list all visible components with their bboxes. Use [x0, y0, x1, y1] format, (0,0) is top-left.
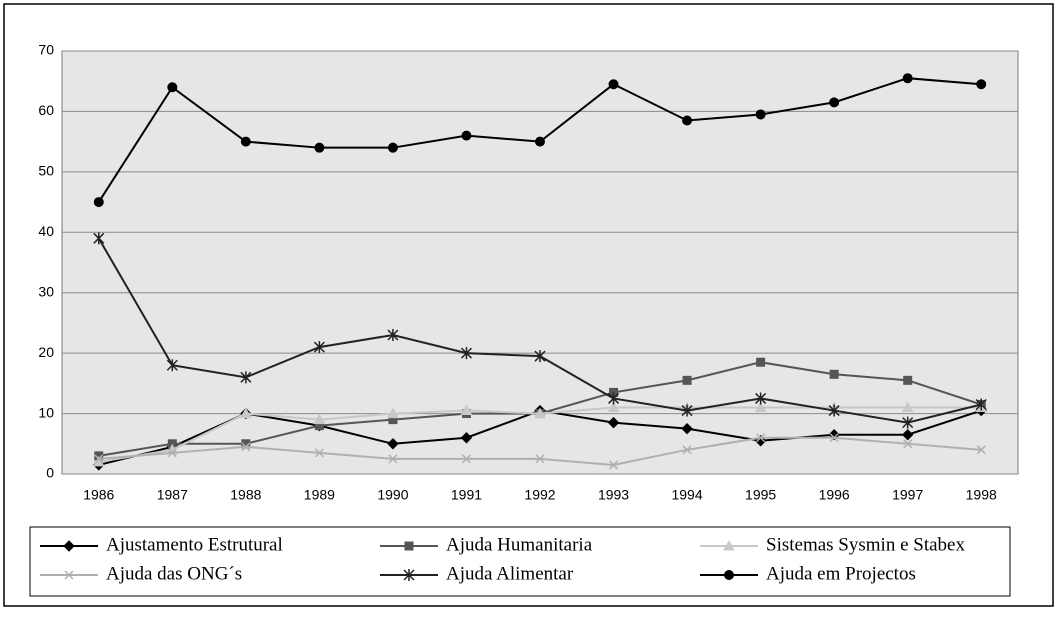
marker [903, 375, 913, 385]
marker [534, 407, 546, 419]
marker [63, 540, 75, 552]
marker [902, 416, 914, 429]
marker [387, 142, 398, 153]
marker [755, 109, 766, 120]
x-tick-label: 1996 [819, 487, 850, 503]
marker [166, 359, 178, 372]
marker [64, 570, 74, 580]
y-tick-label: 70 [38, 42, 54, 58]
marker [607, 416, 620, 429]
marker [756, 357, 766, 367]
marker [901, 429, 914, 441]
marker [534, 350, 546, 363]
x-tick-label: 1991 [451, 487, 482, 503]
marker [976, 445, 986, 455]
marker [313, 341, 325, 354]
y-tick-label: 40 [38, 223, 54, 239]
x-tick-label: 1994 [671, 487, 702, 503]
marker [829, 369, 839, 379]
marker [461, 130, 472, 141]
marker [754, 401, 767, 413]
marker [460, 347, 472, 360]
marker [903, 439, 913, 449]
x-tick-label: 1990 [377, 487, 408, 503]
marker [535, 136, 545, 147]
marker [682, 115, 693, 126]
marker [756, 433, 766, 443]
x-tick-label: 1995 [745, 487, 776, 503]
x-tick-label: 1986 [83, 487, 114, 503]
marker [682, 445, 692, 455]
legend-label: Ajuda das ONG´s [106, 563, 242, 584]
legend: Ajustamento Estrutural Ajuda Humanitaria S… [40, 534, 965, 584]
marker [902, 73, 913, 84]
y-tick-label: 0 [46, 465, 54, 481]
marker [681, 404, 693, 417]
marker [755, 392, 767, 405]
marker [314, 448, 324, 458]
marker [681, 422, 693, 435]
marker [314, 142, 325, 153]
x-tick-label: 1993 [598, 487, 629, 503]
marker [976, 79, 987, 90]
marker [461, 454, 471, 464]
marker [387, 438, 399, 450]
marker [313, 413, 326, 425]
marker [403, 569, 415, 581]
marker [240, 371, 252, 384]
y-tick-label: 30 [38, 283, 54, 299]
marker [608, 79, 619, 90]
y-tick-label: 60 [38, 102, 54, 118]
marker [723, 539, 735, 551]
legend-label: Ajuda em Projectos [766, 563, 916, 584]
marker [239, 407, 252, 419]
legend-label: Sistemas Sysmin e Stabex [766, 534, 965, 555]
marker [682, 375, 692, 385]
marker [460, 432, 473, 444]
marker [387, 329, 399, 342]
marker [608, 392, 620, 405]
x-tick-label: 1989 [304, 487, 335, 503]
marker [404, 541, 414, 551]
x-tick-label: 1997 [892, 487, 923, 503]
marker [240, 136, 251, 147]
marker [901, 401, 914, 413]
marker [535, 454, 545, 464]
y-tick-label: 20 [38, 344, 54, 360]
y-tick-label: 10 [38, 404, 54, 420]
marker [167, 448, 177, 458]
x-tick-label: 1988 [230, 487, 261, 503]
marker [724, 570, 734, 580]
marker [829, 97, 840, 108]
marker [829, 433, 839, 443]
marker [975, 398, 987, 411]
marker [828, 404, 840, 417]
plot-area [61, 50, 1019, 475]
marker [388, 454, 398, 464]
marker [460, 404, 473, 416]
marker [93, 197, 104, 208]
marker [241, 442, 251, 452]
marker [94, 454, 104, 464]
x-tick-label: 1987 [157, 487, 188, 503]
marker [167, 82, 178, 93]
marker [387, 407, 399, 419]
marker [609, 460, 619, 470]
legend-label: Ajuda Alimentar [446, 563, 574, 584]
y-tick-label: 50 [38, 163, 54, 179]
marker [607, 401, 620, 413]
x-tick-label: 1992 [524, 487, 555, 503]
legend-label: Ajustamento Estrutural [106, 534, 283, 555]
legend-box [29, 526, 1011, 597]
x-tick-label: 1998 [966, 487, 997, 503]
marker [93, 232, 105, 245]
legend-label: Ajuda Humanitaria [446, 534, 593, 555]
